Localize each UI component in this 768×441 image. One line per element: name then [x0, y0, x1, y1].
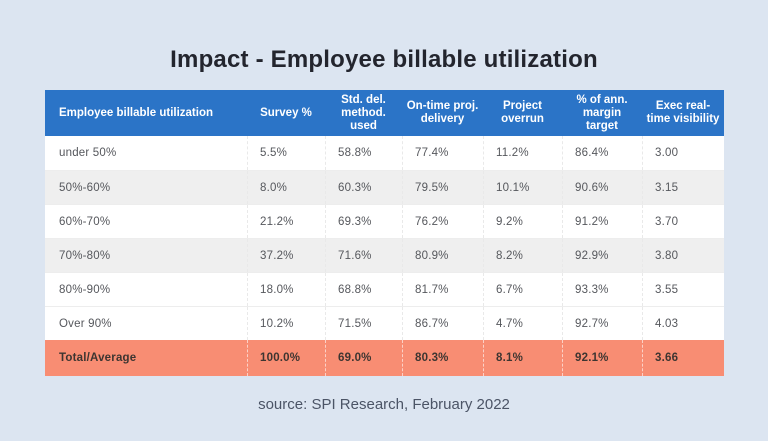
table-cell: 80%-90% — [59, 283, 111, 296]
table-cell: 76.2% — [402, 205, 483, 238]
table-cell: under 50% — [59, 147, 117, 159]
table-cell: 71.6% — [325, 239, 402, 272]
table-cell: 71.5% — [325, 307, 402, 340]
total-cell: 8.1% — [483, 340, 562, 376]
column-header: Survey % — [260, 106, 312, 119]
column-header: % of ann. margin target — [576, 93, 628, 132]
table-cell: 91.2% — [562, 205, 642, 238]
table-cell: 6.7% — [483, 273, 562, 306]
column-header: On-time proj. delivery — [406, 100, 479, 125]
table-cell: 8.0% — [247, 171, 325, 204]
table-cell: 3.15 — [642, 171, 724, 204]
table-row: 60%-70% 21.2% 69.3% 76.2% 9.2% 91.2% 3.70 — [45, 204, 724, 238]
table-cell: 3.00 — [642, 136, 724, 170]
table-total-row: Total/Average 100.0% 69.0% 80.3% 8.1% 92.1% 3.… — [45, 340, 724, 376]
table-cell: 37.2% — [247, 239, 325, 272]
table-cell: 10.1% — [483, 171, 562, 204]
total-cell: 100.0% — [247, 340, 325, 376]
table-row: 50%-60% 8.0% 60.3% 79.5% 10.1% 90.6% 3.15 — [45, 170, 724, 204]
table-body: under 50% 5.5% 58.8% 77.4% 11.2% 86.4% 3.00 50%… — [45, 136, 724, 340]
column-header: Exec real-time visibility — [646, 100, 720, 125]
table-row: Over 90% 10.2% 71.5% 86.7% 4.7% 92.7% 4.03 — [45, 306, 724, 340]
total-cell: 80.3% — [402, 340, 483, 376]
table-cell: 50%-60% — [59, 181, 111, 194]
column-header: Employee billable utilization — [59, 106, 213, 119]
column-header: Std. del. method. used — [341, 93, 386, 132]
table-cell: 10.2% — [247, 307, 325, 340]
table-cell: 70%-80% — [59, 249, 111, 262]
table-cell: 68.8% — [325, 273, 402, 306]
table-cell: 90.6% — [562, 171, 642, 204]
total-cell: 3.66 — [642, 340, 724, 376]
table-cell: 60.3% — [325, 171, 402, 204]
table-header-row: Employee billable utilization Survey % Std… — [45, 90, 724, 136]
table-row: under 50% 5.5% 58.8% 77.4% 11.2% 86.4% 3.00 — [45, 136, 724, 170]
table-cell: 3.80 — [642, 239, 724, 272]
table-cell: 80.9% — [402, 239, 483, 272]
table-cell: 58.8% — [325, 136, 402, 170]
source-caption: source: SPI Research, February 2022 — [258, 396, 510, 413]
table-cell: 3.55 — [642, 273, 724, 306]
table-cell: 5.5% — [247, 136, 325, 170]
table-cell: 4.03 — [642, 307, 724, 340]
utilization-table: Employee billable utilization Survey % Std… — [45, 90, 724, 376]
table-cell: 77.4% — [402, 136, 483, 170]
table-cell: 21.2% — [247, 205, 325, 238]
table-cell: 81.7% — [402, 273, 483, 306]
table-cell: 92.7% — [562, 307, 642, 340]
table-cell: 11.2% — [483, 136, 562, 170]
total-cell: 92.1% — [562, 340, 642, 376]
table-cell: 18.0% — [247, 273, 325, 306]
table-cell: 9.2% — [483, 205, 562, 238]
table-row: 80%-90% 18.0% 68.8% 81.7% 6.7% 93.3% 3.55 — [45, 272, 724, 306]
table-cell: 4.7% — [483, 307, 562, 340]
table-cell: Over 90% — [59, 317, 112, 330]
table-cell: 79.5% — [402, 171, 483, 204]
total-cell: 69.0% — [325, 340, 402, 376]
table-cell: 93.3% — [562, 273, 642, 306]
table-row: 70%-80% 37.2% 71.6% 80.9% 8.2% 92.9% 3.80 — [45, 238, 724, 272]
table-cell: 92.9% — [562, 239, 642, 272]
table-cell: 3.70 — [642, 205, 724, 238]
table-cell: 60%-70% — [59, 215, 111, 228]
table-cell: 69.3% — [325, 205, 402, 238]
table-cell: 8.2% — [483, 239, 562, 272]
table-cell: 86.4% — [562, 136, 642, 170]
total-cell: Total/Average — [59, 352, 137, 364]
page-title: Impact - Employee billable utilization — [170, 46, 598, 73]
table-cell: 86.7% — [402, 307, 483, 340]
column-header: Project overrun — [501, 100, 544, 125]
